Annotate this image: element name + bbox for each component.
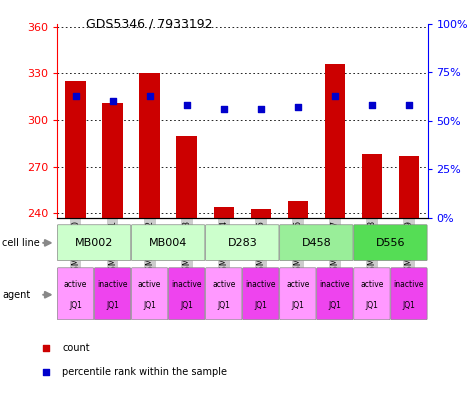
Text: inactive: inactive xyxy=(320,280,350,289)
FancyBboxPatch shape xyxy=(206,225,279,261)
Text: cell line: cell line xyxy=(2,238,40,248)
Text: active: active xyxy=(360,280,384,289)
Point xyxy=(310,22,317,28)
Text: JQ1: JQ1 xyxy=(143,301,156,310)
Text: active: active xyxy=(286,280,310,289)
Text: D556: D556 xyxy=(376,238,405,248)
Text: JQ1: JQ1 xyxy=(217,301,230,310)
Text: D283: D283 xyxy=(228,238,257,248)
Bar xyxy=(288,201,308,218)
Text: JQ1: JQ1 xyxy=(254,301,267,310)
FancyBboxPatch shape xyxy=(169,268,205,320)
Point xyxy=(331,92,339,99)
Text: JQ1: JQ1 xyxy=(328,301,342,310)
Point xyxy=(310,241,317,247)
Text: inactive: inactive xyxy=(171,280,202,289)
Text: JQ1: JQ1 xyxy=(69,301,82,310)
Text: active: active xyxy=(64,280,87,289)
FancyBboxPatch shape xyxy=(354,268,390,320)
FancyBboxPatch shape xyxy=(132,225,205,261)
Bar xyxy=(362,154,382,218)
Text: JQ1: JQ1 xyxy=(402,301,416,310)
FancyBboxPatch shape xyxy=(57,268,94,320)
Text: percentile rank within the sample: percentile rank within the sample xyxy=(62,367,227,377)
Text: inactive: inactive xyxy=(394,280,424,289)
Bar xyxy=(103,103,123,218)
Text: D458: D458 xyxy=(302,238,331,248)
FancyBboxPatch shape xyxy=(354,225,427,261)
FancyBboxPatch shape xyxy=(95,268,131,320)
Text: JQ1: JQ1 xyxy=(365,301,379,310)
Bar xyxy=(214,207,234,218)
Text: active: active xyxy=(138,280,162,289)
Point xyxy=(72,92,79,99)
Bar xyxy=(66,81,86,218)
Text: JQ1: JQ1 xyxy=(180,301,193,310)
Text: count: count xyxy=(62,343,90,353)
Point xyxy=(405,102,413,108)
Text: MB004: MB004 xyxy=(149,238,187,248)
Text: agent: agent xyxy=(2,290,30,300)
Point xyxy=(294,104,302,110)
FancyBboxPatch shape xyxy=(132,268,168,320)
Point xyxy=(183,102,190,108)
Text: active: active xyxy=(212,280,236,289)
Text: JQ1: JQ1 xyxy=(291,301,304,310)
Point xyxy=(220,106,228,112)
Bar xyxy=(140,73,160,218)
Point xyxy=(146,92,153,99)
FancyBboxPatch shape xyxy=(206,268,242,320)
Text: MB002: MB002 xyxy=(75,238,113,248)
FancyBboxPatch shape xyxy=(280,268,316,320)
Point xyxy=(368,102,376,108)
Bar xyxy=(177,136,197,218)
FancyBboxPatch shape xyxy=(317,268,353,320)
Point xyxy=(257,106,265,112)
FancyBboxPatch shape xyxy=(243,268,279,320)
FancyBboxPatch shape xyxy=(57,225,131,261)
FancyBboxPatch shape xyxy=(391,268,427,320)
Text: inactive: inactive xyxy=(97,280,128,289)
Point xyxy=(109,98,116,105)
Bar xyxy=(399,156,419,218)
Bar xyxy=(251,209,271,218)
FancyBboxPatch shape xyxy=(280,225,353,261)
Text: inactive: inactive xyxy=(246,280,276,289)
Text: JQ1: JQ1 xyxy=(106,301,119,310)
Text: GDS5346 / 7933192: GDS5346 / 7933192 xyxy=(86,18,212,31)
Bar xyxy=(325,64,345,218)
